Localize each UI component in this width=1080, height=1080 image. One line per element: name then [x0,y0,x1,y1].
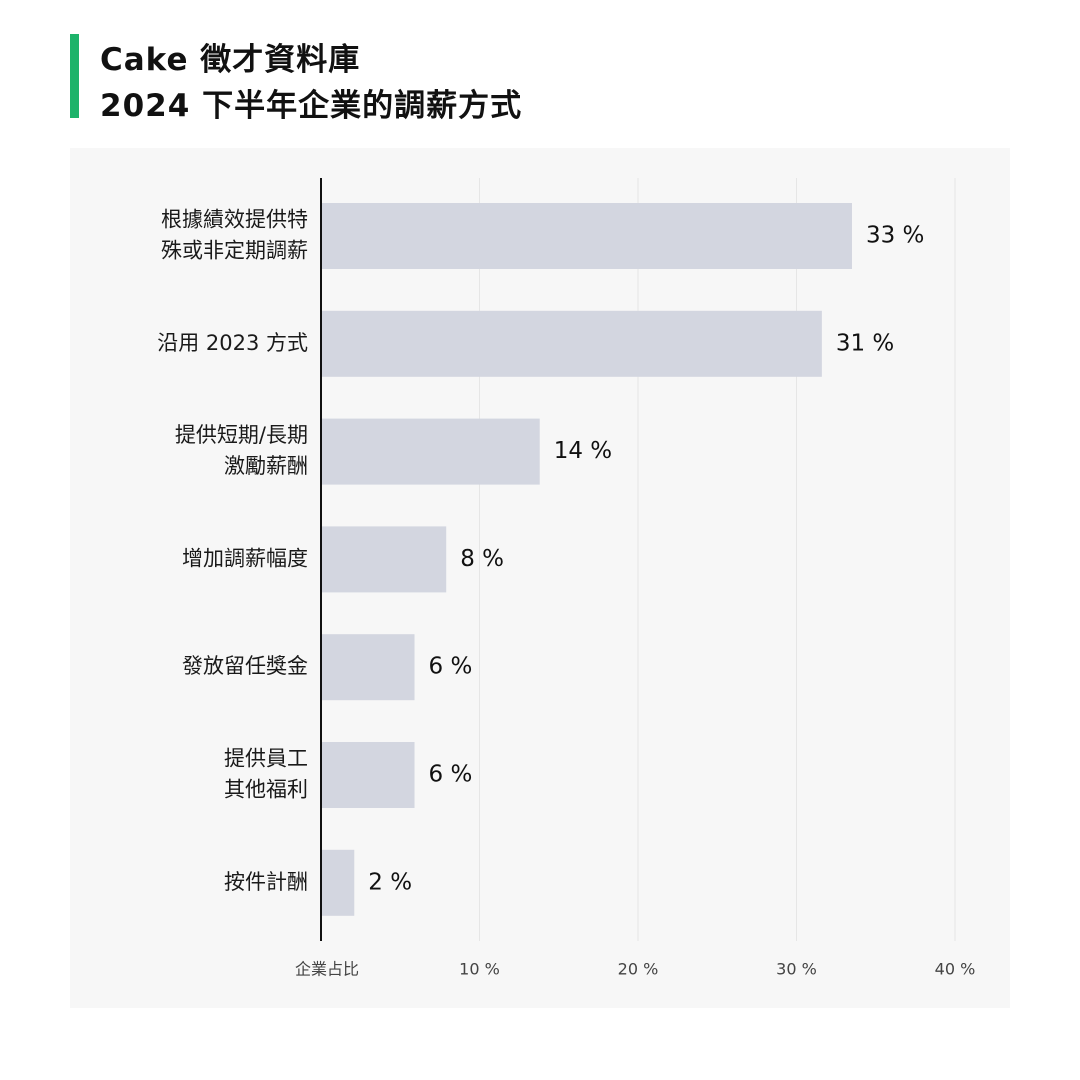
chart-title-line-2: 2024 下半年企業的調薪方式 [100,88,523,124]
chart-panel: 根據績效提供特 殊或非定期調薪 33 % 沿用 2023 方式 31 % 提供短期/長期激… [70,148,1010,1008]
bar-5 [321,742,415,808]
x-tick-label-1: 20 % [618,960,659,979]
category-label-5-1: 其他福利 [224,778,308,802]
category-label-1-0: 沿用 2023 方式 [157,331,308,355]
value-label-4: 6 % [429,654,473,680]
category-label-6-0: 按件計酬 [224,870,308,894]
category-label-5-0: 提供員工 [224,747,308,771]
bar-1 [321,310,822,377]
value-label-3: 8 % [460,546,504,572]
title-accent-bar [70,34,79,118]
value-label-1: 31 % [836,330,894,356]
bar-6 [321,849,355,916]
bar-3 [321,526,447,593]
category-label-0-1: 殊或非定期調薪 [161,239,308,263]
value-label-2: 14 % [554,438,612,464]
value-label-5: 6 % [429,762,473,788]
category-label-3-0: 增加調薪幅度 [182,546,308,570]
bar-2 [321,418,540,485]
value-label-6: 2 % [368,869,412,895]
chart-title-line-1: Cake 徵才資料庫 [100,42,361,78]
value-label-0: 33 % [866,223,924,249]
category-label-4-0: 發放留任獎金 [182,654,308,678]
category-label-2-0: 提供短期/長期 [175,423,308,447]
bar-4 [321,634,415,701]
x-tick-label-0: 10 % [459,960,500,979]
x-axis-title: 企業占比 [295,960,359,979]
category-label-2-1: 激勵薪酬 [224,454,308,478]
category-label-0-0: 根據績效提供特 [161,208,308,232]
x-tick-label-2: 30 % [776,960,817,979]
bar-0 [321,203,852,269]
x-tick-label-3: 40 % [935,960,976,979]
